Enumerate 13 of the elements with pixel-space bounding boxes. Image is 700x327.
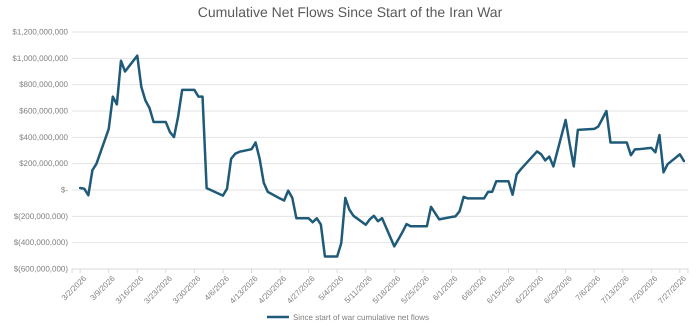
line-series (78, 54, 686, 258)
y-tick-label: $- (60, 186, 68, 195)
chart-title: Cumulative Net Flows Since Start of the Iran War (198, 4, 503, 20)
y-tick-label: $600,000,000 (19, 106, 69, 116)
y-tick-label: $(600,000,000) (14, 264, 68, 274)
y-tick-label: $200,000,000 (19, 159, 69, 168)
y-tick-label: $1,200,000,000 (12, 28, 69, 37)
y-tick-label: $(400,000,000) (14, 238, 68, 248)
y-tick-label: $1,000,000,000 (12, 54, 69, 63)
y-tick-label: $400,000,000 (19, 132, 69, 142)
y-tick-label: $800,000,000 (19, 80, 69, 90)
y-tick-label: $(200,000,000) (14, 212, 68, 221)
legend-label: Since start of war cumulative net flows (292, 313, 430, 322)
